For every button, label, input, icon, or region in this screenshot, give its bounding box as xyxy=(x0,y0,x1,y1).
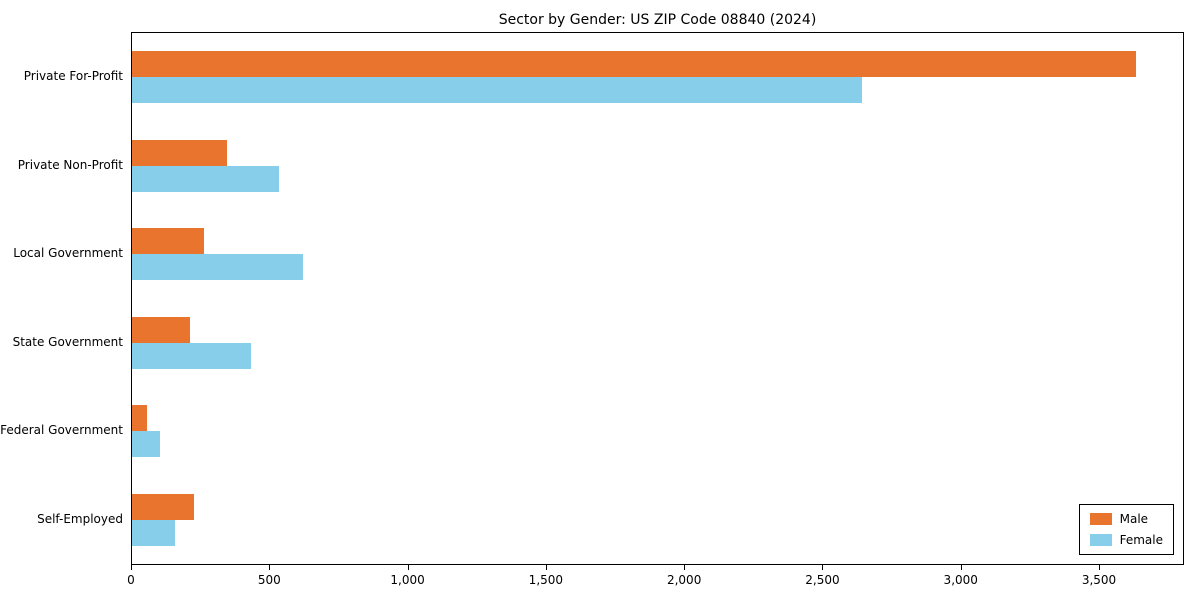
x-axis-tick-label: 2,500 xyxy=(805,573,840,587)
bar-male-1 xyxy=(132,139,227,166)
legend-swatch-male xyxy=(1089,513,1112,525)
chart-title: Sector by Gender: US ZIP Code 08840 (202… xyxy=(498,12,817,28)
legend-swatch-female xyxy=(1089,534,1112,546)
legend-label-female: Female xyxy=(1119,533,1163,547)
x-axis-tick-label: 0 xyxy=(127,573,135,587)
x-axis-tick-label: 3,000 xyxy=(943,573,978,587)
x-axis-tick-label: 2,000 xyxy=(666,573,702,587)
y-axis-label: Local Government xyxy=(13,246,123,261)
x-axis-tick-label: 3,500 xyxy=(1081,573,1117,587)
x-axis-tick-label: 500 xyxy=(257,573,281,587)
bar-female-5 xyxy=(132,519,175,546)
x-axis-tick xyxy=(407,565,409,570)
x-axis-tick xyxy=(545,565,547,570)
plot-area: Male Female xyxy=(131,32,1184,565)
bar-male-5 xyxy=(132,493,194,520)
x-axis-tick xyxy=(131,565,132,570)
x-axis-tick-label: 1,000 xyxy=(390,573,425,587)
legend-label-male: Male xyxy=(1119,512,1149,526)
bar-female-4 xyxy=(132,431,160,458)
bar-female-2 xyxy=(132,254,303,281)
bar-male-0 xyxy=(132,51,1136,78)
x-axis-tick xyxy=(269,565,271,570)
bar-female-3 xyxy=(132,342,251,369)
y-axis-label: Private Non-Profit xyxy=(17,157,123,172)
x-axis-tick xyxy=(822,565,824,570)
bar-male-2 xyxy=(132,228,204,255)
y-axis-labels: Private For-Profit Private Non-Profit Loca… xyxy=(0,32,123,565)
y-axis-label: Federal Government xyxy=(0,423,123,438)
y-axis-label: Private For-Profit xyxy=(23,69,123,84)
x-axis-tick xyxy=(684,565,686,570)
y-axis-label: Self-Employed xyxy=(37,511,123,526)
x-axis: 0 500 1,000 1,500 2,000 2,500 3,000 3,500 xyxy=(127,565,1184,595)
bar-female-0 xyxy=(132,77,862,104)
bar-male-4 xyxy=(132,405,147,432)
x-axis-tick xyxy=(1099,565,1101,570)
legend: Male Female xyxy=(1078,504,1174,555)
legend-item-male: Male xyxy=(1089,512,1163,526)
x-axis-tick xyxy=(960,565,962,570)
bar-female-1 xyxy=(132,165,279,192)
legend-item-female: Female xyxy=(1089,533,1163,547)
x-axis-tick-label: 1,500 xyxy=(528,573,564,587)
y-axis-label: State Government xyxy=(12,334,123,349)
bar-male-3 xyxy=(132,316,190,343)
